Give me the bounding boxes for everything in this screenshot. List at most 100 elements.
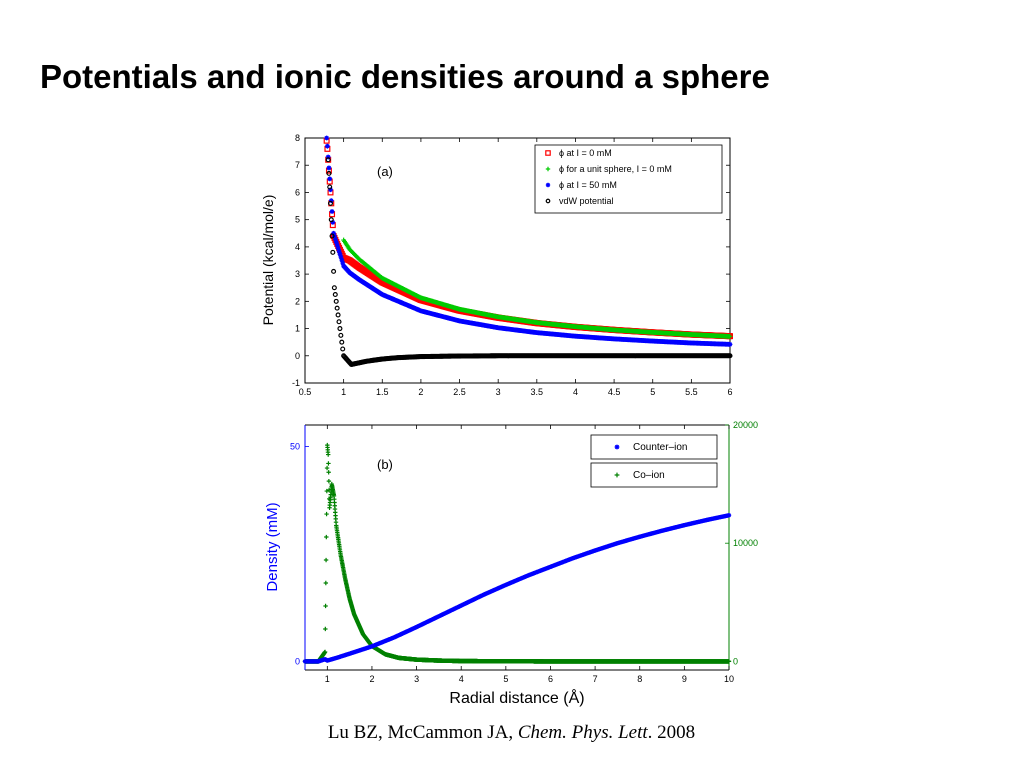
chart-a-ticks: 0.5 1 1.5 2 2.5 3 3.5 4 4.5 5 5.5 6 -1 0 1 2 3 4 5 6 7 8 <box>292 133 733 397</box>
chart-a-point <box>333 298 339 304</box>
chart-a-point <box>334 242 340 248</box>
chart-a-point <box>338 254 344 260</box>
chart-a-point <box>338 332 344 338</box>
chart-b-y2tick-label: 20000 <box>733 420 758 430</box>
chart-a-xtick-label: 4 <box>573 387 578 397</box>
chart-b-y2tick-label: 0 <box>733 656 738 666</box>
chart-a-series-3 <box>325 157 733 368</box>
chart-a-series-2 <box>324 135 733 347</box>
chart-a-point <box>727 334 733 339</box>
chart-b-panel-label: (b) <box>377 457 393 472</box>
chart-a-point <box>325 157 331 163</box>
chart-a-xtick-label: 2.5 <box>453 387 466 397</box>
chart-a-legend-marker <box>545 150 551 156</box>
chart-b-legend: Counter–ion Co–ion <box>590 434 718 488</box>
chart-a-panel-label: (a) <box>377 164 393 179</box>
chart-a-point <box>326 170 332 176</box>
chart-a-legend-marker <box>545 166 551 172</box>
chart-a-ytick-label: -1 <box>292 378 300 388</box>
chart-b-xtick-label: 2 <box>369 674 374 684</box>
chart-b-xtick-label: 3 <box>414 674 419 684</box>
chart-b-point <box>323 626 328 632</box>
chart-a-point <box>326 165 332 171</box>
chart-b-xtick-label: 8 <box>637 674 642 684</box>
chart-a-ytick-label: 3 <box>295 269 300 279</box>
chart-a-point <box>727 353 733 359</box>
chart-b-ylabel: Density (mM) <box>264 502 281 591</box>
chart-a-point <box>333 236 338 242</box>
chart-a-ytick-label: 1 <box>295 324 300 334</box>
chart-b-series <box>302 442 732 664</box>
chart-a-point <box>325 143 330 149</box>
chart-a-series-1 <box>341 237 733 339</box>
chart-b-xtick-label: 6 <box>548 674 553 684</box>
chart-a-point <box>339 339 345 345</box>
chart-a-xtick-label: 5.5 <box>685 387 698 397</box>
chart-a-legend-marker <box>545 182 551 188</box>
chart-b-legend-marker <box>614 444 620 450</box>
chart-b-xtick-label: 1 <box>325 674 330 684</box>
chart-a-ylabel: Potential (kcal/mol/e) <box>260 195 276 326</box>
chart-a-point <box>327 200 334 206</box>
chart-a-legend-label: ϕ at I = 50 mM <box>559 180 617 190</box>
chart-b-point <box>323 603 328 609</box>
chart-a-point <box>328 187 333 193</box>
chart-b-point <box>324 488 330 494</box>
chart-a-ytick-label: 5 <box>295 215 300 225</box>
chart-a-ytick-label: 2 <box>295 296 300 306</box>
chart-b-point <box>324 534 329 540</box>
chart-a-xtick-label: 2 <box>418 387 423 397</box>
chart-a-point <box>329 209 335 214</box>
chart-b-point <box>323 580 329 586</box>
chart-a-point <box>339 257 345 263</box>
chart-a-point <box>340 260 346 266</box>
chart-b-xtick-label: 4 <box>459 674 464 684</box>
slide-title: Potentials and ionic densities around a … <box>40 58 770 95</box>
chart-b-point <box>726 659 732 664</box>
citation-journal: Chem. Phys. Lett <box>517 722 648 743</box>
chart-a-legend-label: vdW potential <box>559 196 614 206</box>
chart-b-ytick-label: 50 <box>290 441 300 451</box>
chart-a-point <box>327 176 333 182</box>
chart-a-legend: ϕ at I = 0 mM ϕ for a unit sphere, I = 0 … <box>534 144 723 214</box>
chart-b-legend-box <box>590 462 718 488</box>
chart-a-point <box>328 198 334 204</box>
chart-b-y2tick-label: 10000 <box>733 538 758 548</box>
chart-a-xtick-label: 5 <box>650 387 655 397</box>
citation-separator: . <box>647 722 658 743</box>
chart-a-point <box>332 292 338 298</box>
chart-a-point <box>334 305 340 311</box>
chart-a-point <box>331 230 336 236</box>
chart-a-xtick-label: 1.5 <box>376 387 389 397</box>
chart-b-point <box>322 649 328 655</box>
chart-a-point <box>336 319 342 325</box>
chart-b-point <box>323 557 329 563</box>
chart-a-point <box>335 312 341 318</box>
chart-b-legend-box <box>590 434 718 460</box>
chart-b-legend-marker <box>614 472 620 478</box>
chart-a-xtick-label: 0.5 <box>299 387 312 397</box>
chart-b-ytick-label: 0 <box>295 656 300 666</box>
chart-a-point <box>335 245 341 251</box>
chart-a-legend-label: ϕ for a unit sphere, I = 0 mM <box>559 164 672 174</box>
chart-b-xtick-label: 10 <box>724 674 734 684</box>
chart-a-point <box>329 233 335 239</box>
chart-a-ytick-label: 6 <box>295 187 300 197</box>
chart-a-point <box>330 219 336 225</box>
chart-a-point <box>331 285 337 291</box>
citation: Lu BZ, McCammon JA, Chem. Phys. Lett. 20… <box>0 722 1023 744</box>
chart-b-point <box>324 465 330 471</box>
chart-a-point <box>328 217 334 223</box>
chart-a-xtick-label: 1 <box>341 387 346 397</box>
chart-a-point <box>324 135 330 141</box>
chart-a-ytick-label: 4 <box>295 242 300 252</box>
chart-a-point <box>337 326 343 332</box>
chart-a-legend-marker <box>545 198 551 204</box>
chart-b-point <box>326 461 331 466</box>
chart-b-series-1 <box>302 442 732 664</box>
chart-a-legend-box <box>534 144 723 214</box>
chart-a-ytick-label: 0 <box>295 351 300 361</box>
chart-a-point <box>727 341 733 347</box>
